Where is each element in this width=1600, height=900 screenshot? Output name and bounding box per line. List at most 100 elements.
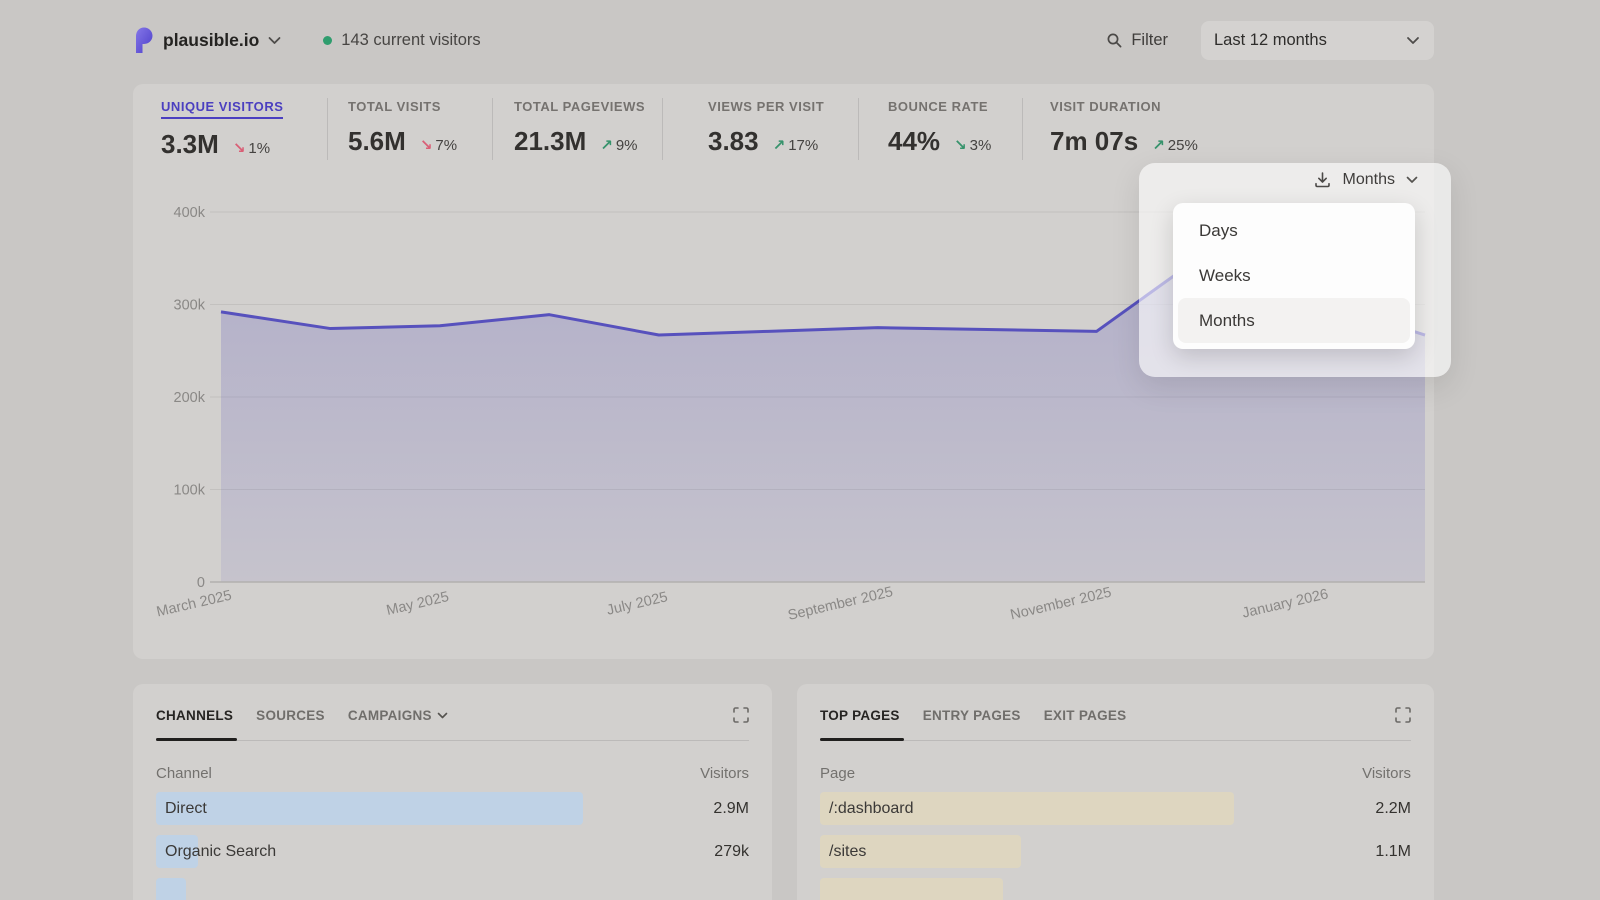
stat-value: 3.3M bbox=[161, 129, 219, 159]
tab-channels[interactable]: CHANNELS bbox=[156, 707, 234, 723]
svg-text:0: 0 bbox=[197, 575, 205, 591]
chevron-down-icon bbox=[1406, 36, 1420, 45]
row-label: /:dashboard bbox=[829, 800, 914, 817]
interval-dropdown-menu: Days Weeks Months bbox=[1173, 203, 1415, 349]
trend-arrow-icon: ↗ bbox=[600, 137, 613, 154]
stat-label: UNIQUE VISITORS bbox=[161, 99, 284, 119]
row-value: 2.9M bbox=[713, 800, 749, 817]
stat-change: 1% bbox=[248, 140, 271, 157]
site-name: plausible.io bbox=[163, 29, 260, 50]
interval-dropdown-button[interactable]: Months bbox=[1313, 170, 1418, 189]
column-header-channel: Channel bbox=[156, 765, 212, 782]
active-tab-underline bbox=[156, 738, 237, 741]
stat-divider bbox=[327, 98, 328, 160]
stat-value: 5.6M bbox=[348, 126, 406, 156]
top-header: plausible.io 143 current visitors Filter… bbox=[133, 18, 1434, 62]
row-label: /sites bbox=[829, 843, 867, 860]
tab-entry-pages[interactable]: ENTRY PAGES bbox=[922, 707, 1021, 723]
stat-bounce-rate[interactable]: BOUNCE RATE 44% ↘ 3% bbox=[888, 98, 991, 157]
current-visitors-label: 143 current visitors bbox=[341, 30, 481, 49]
stat-divider bbox=[858, 98, 859, 160]
x-axis-label: July 2025 bbox=[605, 589, 670, 619]
row-value: 2.2M bbox=[1375, 800, 1411, 817]
row-bar bbox=[156, 878, 186, 900]
stat-divider bbox=[492, 98, 493, 160]
stat-change: 25% bbox=[1167, 137, 1198, 154]
stat-value: 7m 07s bbox=[1050, 126, 1139, 156]
trend-arrow-icon: ↗ bbox=[772, 137, 786, 154]
chevron-down-icon bbox=[268, 36, 281, 45]
menu-item-days[interactable]: Days bbox=[1199, 220, 1238, 240]
channel-row[interactable] bbox=[156, 878, 749, 900]
chevron-down-icon bbox=[1406, 176, 1418, 184]
pages-panel: TOP PAGES ENTRY PAGES EXIT PAGES Page Vi… bbox=[797, 684, 1434, 900]
x-axis-label: January 2026 bbox=[1240, 586, 1330, 622]
channel-row[interactable]: Organic Search 279k bbox=[156, 835, 749, 868]
stat-change: 3% bbox=[969, 137, 992, 154]
plausible-logo-icon bbox=[133, 27, 154, 53]
stat-label: TOTAL PAGEVIEWS bbox=[514, 99, 646, 114]
filter-label: Filter bbox=[1131, 30, 1168, 49]
tab-exit-pages[interactable]: EXIT PAGES bbox=[1043, 707, 1127, 723]
stat-views-per-visit[interactable]: VIEWS PER VISIT 3.83 ↗ 17% bbox=[708, 98, 824, 157]
channels-panel: CHANNELS SOURCES CAMPAIGNS Channel Visit… bbox=[133, 684, 772, 900]
row-bar bbox=[820, 792, 1234, 825]
svg-text:400k: 400k bbox=[174, 205, 206, 221]
x-axis-label: September 2025 bbox=[786, 584, 895, 624]
row-value: 1.1M bbox=[1375, 843, 1411, 860]
stat-value: 44% bbox=[888, 126, 941, 156]
stat-label: TOTAL VISITS bbox=[348, 99, 441, 114]
tab-top-pages[interactable]: TOP PAGES bbox=[820, 707, 900, 723]
channel-row[interactable]: Direct 2.9M bbox=[156, 792, 749, 825]
stat-visit-duration[interactable]: VISIT DURATION 7m 07s ↗ 25% bbox=[1050, 98, 1198, 157]
stat-label: VIEWS PER VISIT bbox=[708, 99, 825, 114]
expand-icon[interactable] bbox=[1395, 707, 1411, 723]
menu-item-weeks[interactable]: Weeks bbox=[1199, 265, 1251, 285]
site-switcher[interactable]: plausible.io bbox=[133, 27, 281, 53]
column-header-visitors: Visitors bbox=[1362, 765, 1411, 782]
row-value: 279k bbox=[714, 843, 749, 860]
stat-change: 9% bbox=[615, 137, 638, 154]
tab-campaigns[interactable]: CAMPAIGNS bbox=[348, 708, 448, 723]
menu-item-months[interactable]: Months bbox=[1178, 298, 1410, 343]
stat-unique-visitors[interactable]: UNIQUE VISITORS 3.3M ↘ 1% bbox=[161, 98, 284, 160]
filter-button[interactable]: Filter bbox=[1106, 31, 1168, 50]
active-tab-underline bbox=[820, 738, 904, 741]
trend-arrow-icon: ↘ bbox=[232, 140, 246, 157]
svg-text:300k: 300k bbox=[174, 298, 206, 314]
stat-value: 3.83 bbox=[708, 126, 759, 156]
interval-selected: Months bbox=[1342, 170, 1395, 188]
row-bar bbox=[820, 878, 1004, 900]
column-header-page: Page bbox=[820, 765, 856, 782]
row-bar bbox=[820, 835, 1021, 868]
trend-arrow-icon: ↘ bbox=[419, 137, 433, 154]
trend-arrow-icon: ↘ bbox=[954, 137, 967, 154]
current-visitors[interactable]: 143 current visitors bbox=[323, 30, 481, 50]
analytics-card: UNIQUE VISITORS 3.3M ↘ 1% TOTAL VISITS 5.… bbox=[133, 84, 1451, 659]
stat-change: 7% bbox=[435, 137, 458, 154]
stat-total-pageviews[interactable]: TOTAL PAGEVIEWS 21.3M ↗ 9% bbox=[514, 98, 645, 157]
date-range-value: Last 12 months bbox=[1214, 30, 1327, 49]
row-bar bbox=[156, 792, 583, 825]
x-axis-label: November 2025 bbox=[1008, 584, 1113, 624]
stat-value: 21.3M bbox=[514, 126, 587, 156]
page-row[interactable] bbox=[820, 878, 1411, 900]
page-row[interactable]: /:dashboard 2.2M bbox=[820, 792, 1411, 825]
tabs-divider bbox=[156, 740, 749, 741]
stat-label: BOUNCE RATE bbox=[888, 99, 989, 114]
tab-sources[interactable]: SOURCES bbox=[256, 707, 325, 723]
download-icon[interactable] bbox=[1313, 170, 1332, 189]
stat-label: VISIT DURATION bbox=[1050, 99, 1162, 114]
svg-text:100k: 100k bbox=[174, 483, 206, 499]
stat-divider bbox=[662, 98, 663, 160]
expand-icon[interactable] bbox=[733, 707, 749, 723]
tabs-divider bbox=[820, 740, 1411, 741]
chevron-down-icon bbox=[437, 712, 448, 718]
search-icon bbox=[1106, 32, 1123, 49]
stat-change: 17% bbox=[788, 137, 819, 154]
tab-campaigns-label: CAMPAIGNS bbox=[347, 707, 432, 723]
date-range-select[interactable]: Last 12 months bbox=[1201, 20, 1434, 60]
stat-total-visits[interactable]: TOTAL VISITS 5.6M ↘ 7% bbox=[348, 98, 457, 157]
page-row[interactable]: /sites 1.1M bbox=[820, 835, 1411, 868]
stat-divider bbox=[1022, 98, 1023, 160]
